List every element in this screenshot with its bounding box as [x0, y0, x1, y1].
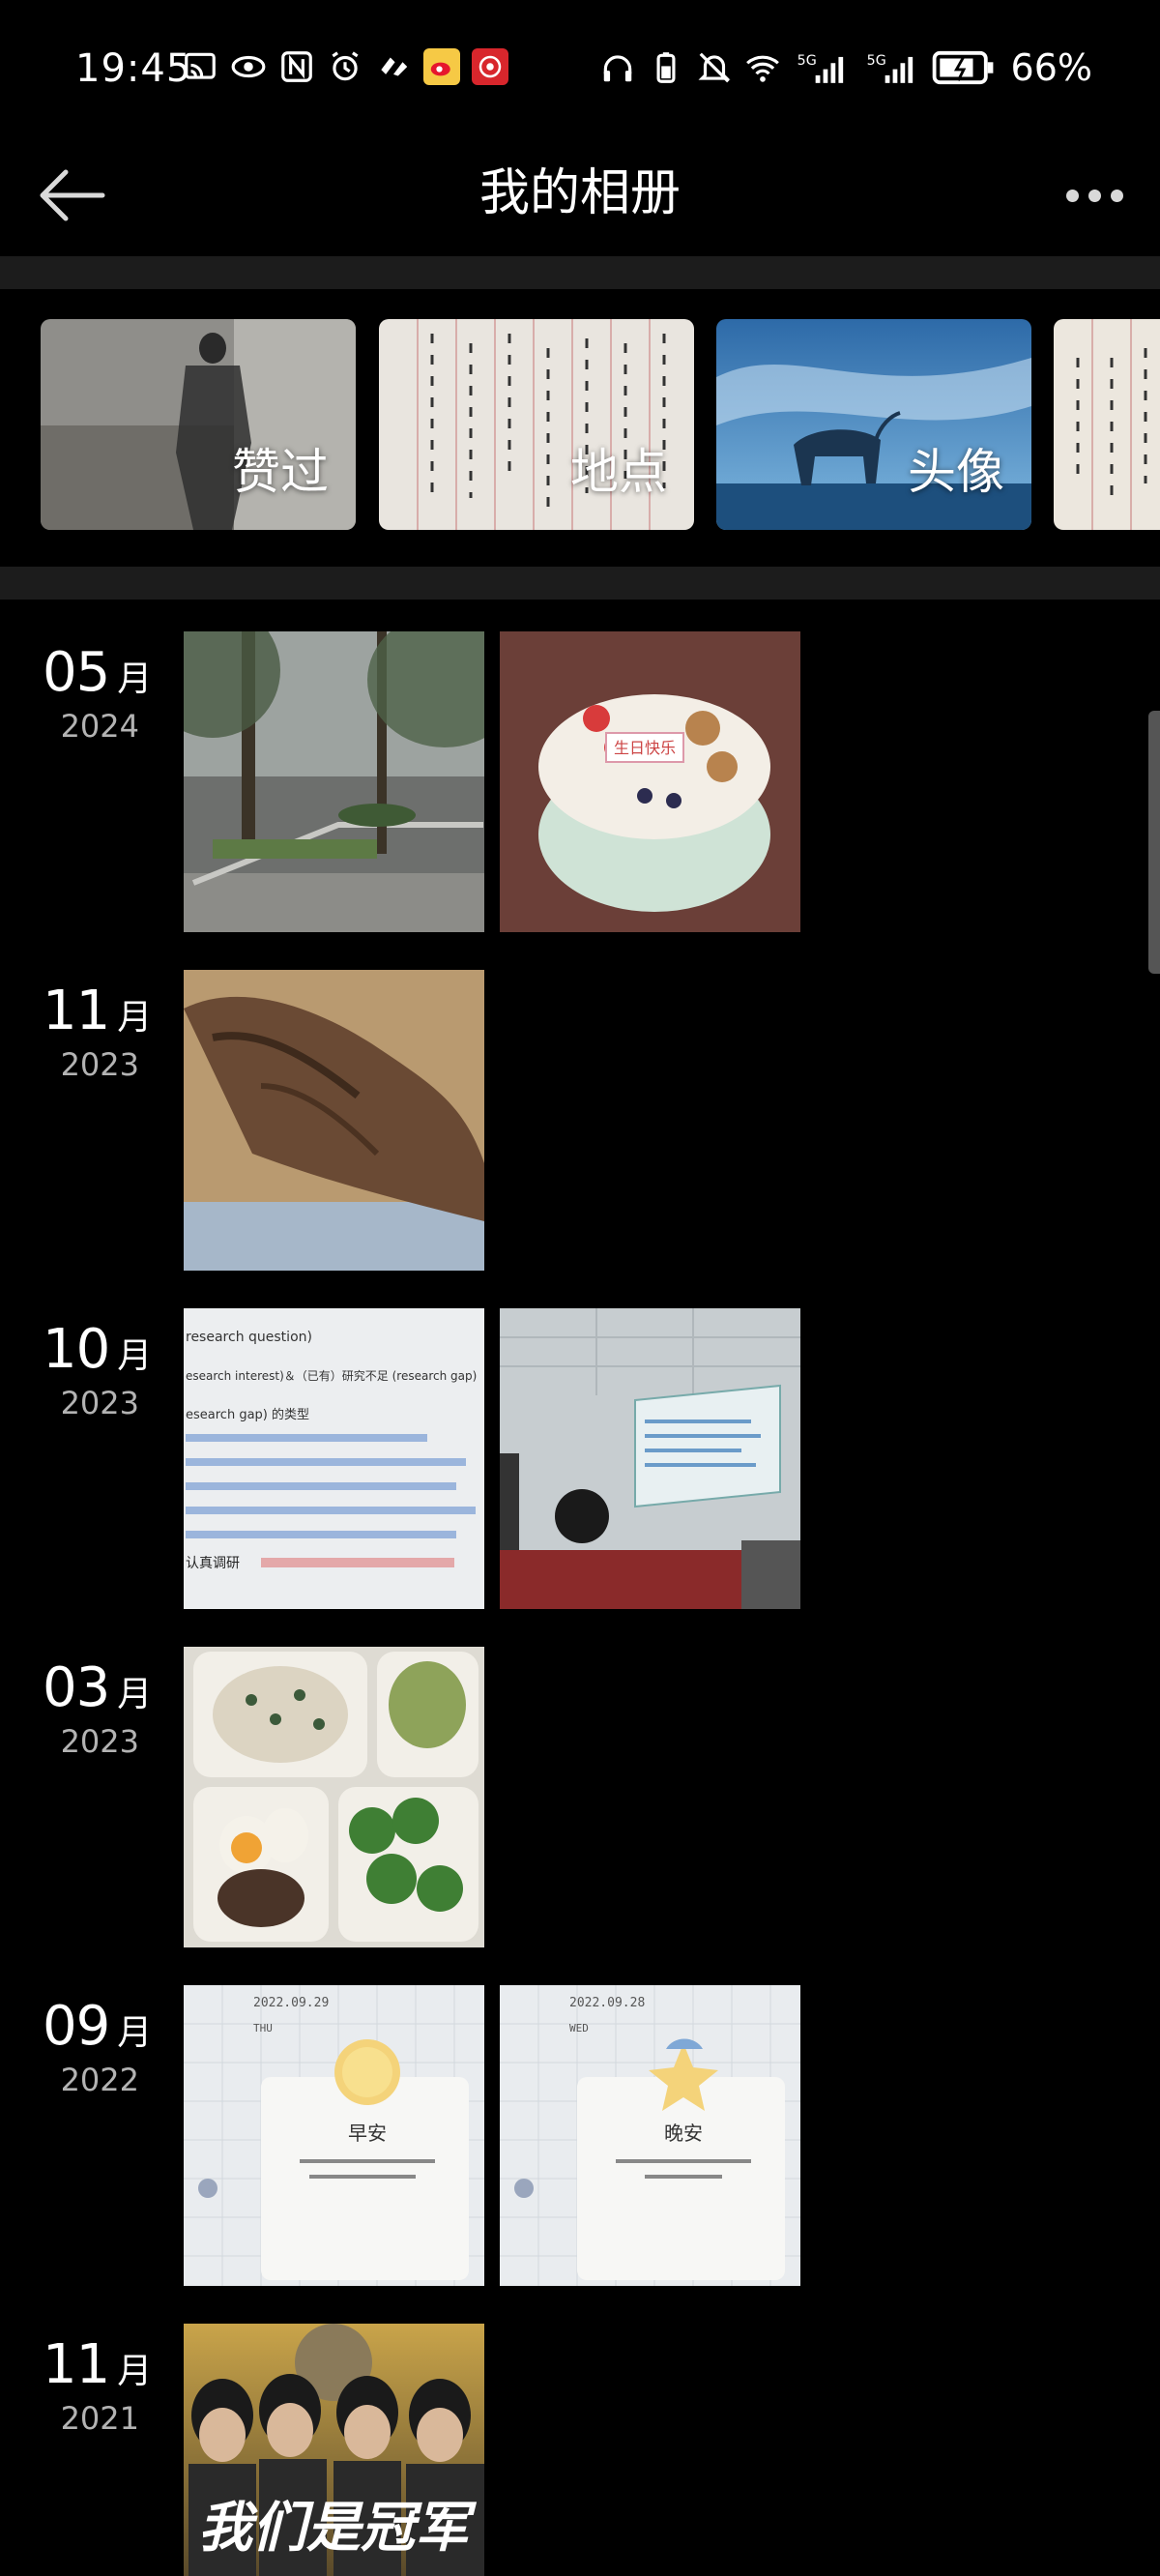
battery-percent: 66%	[1010, 46, 1092, 89]
status-system-icons: 5G 5G 66%	[599, 46, 1092, 89]
photo-thumbnail[interactable]: 2022.09.29 THU 早安	[184, 1985, 484, 2286]
more-cover-image	[1054, 319, 1160, 530]
page-title: 我的相册	[478, 164, 681, 222]
alarm-icon	[327, 48, 363, 85]
svg-text:2022.09.29: 2022.09.29	[253, 1996, 329, 2010]
weibo-app-icon	[423, 48, 460, 85]
svg-text:我们是冠军: 我们是冠军	[198, 2497, 478, 2560]
section-divider	[0, 567, 1160, 600]
svg-text:research question): research question)	[186, 1330, 312, 1345]
month-group: 05 月 2024 生日快乐	[0, 631, 1160, 932]
photo-thumbnail[interactable]	[184, 1647, 484, 1947]
arrow-left-icon	[40, 169, 105, 221]
status-notification-icons	[182, 48, 508, 85]
mute-bell-icon	[696, 49, 733, 86]
year-label: 2021	[60, 2400, 139, 2437]
photo-thumbnail[interactable]	[184, 631, 484, 932]
svg-text:THU: THU	[253, 2022, 273, 2034]
red-app-icon	[472, 48, 508, 85]
app-header: 我的相册	[0, 145, 1160, 256]
avatar-cover-image	[716, 319, 1031, 530]
photo-thumbnail[interactable]	[500, 1308, 800, 1609]
svg-text:WED: WED	[569, 2022, 589, 2034]
year-label: 2023	[60, 1385, 139, 1421]
scrollbar-handle[interactable]	[1148, 711, 1160, 974]
month-number: 05	[43, 641, 110, 704]
svg-text:2022.09.28: 2022.09.28	[569, 1996, 645, 2010]
category-avatar[interactable]: 头像	[716, 319, 1031, 530]
cast-icon	[182, 48, 218, 85]
month-number: 03	[43, 1656, 110, 1719]
back-button[interactable]	[33, 157, 110, 234]
category-more[interactable]	[1054, 319, 1160, 530]
category-label: 地点	[570, 444, 667, 500]
photo-thumbnail[interactable]: 我们是冠军	[184, 2324, 484, 2576]
month-unit: 月	[117, 2013, 153, 2053]
date-label: 09 月 2022	[43, 1995, 153, 2098]
svg-text:早安: 早安	[348, 2122, 387, 2145]
battery-small-icon	[648, 49, 684, 86]
date-label: 11 月 2021	[43, 2333, 153, 2437]
year-label: 2024	[60, 708, 139, 745]
month-unit: 月	[117, 1336, 153, 1376]
category-label: 头像	[908, 444, 1004, 500]
svg-text:esearch gap) 的类型: esearch gap) 的类型	[186, 1407, 309, 1422]
status-bar: 19:45 5G 5G 66%	[0, 0, 1160, 145]
year-label: 2023	[60, 1046, 139, 1083]
month-number: 10	[43, 1318, 110, 1381]
month-number: 11	[43, 980, 110, 1042]
svg-text:esearch interest)＆（已有）研究不足 (re: esearch interest)＆（已有）研究不足 (research gap…	[186, 1368, 477, 1383]
more-options-button[interactable]	[1056, 157, 1133, 234]
month-unit: 月	[117, 998, 153, 1038]
headphones-icon	[599, 49, 636, 86]
date-label: 10 月 2023	[43, 1318, 153, 1421]
app-notification-icon	[375, 48, 412, 85]
month-group: 11 月 2023	[0, 970, 1160, 1271]
photo-thumbnail[interactable]: research question) esearch interest)＆（已有…	[184, 1308, 484, 1609]
album-category-strip[interactable]: 赞过 地点 头像	[0, 319, 1160, 532]
date-label: 03 月 2023	[43, 1656, 153, 1760]
location-cover-image	[379, 319, 694, 530]
wifi-icon	[744, 49, 781, 86]
photo-thumbnail[interactable]	[184, 970, 484, 1271]
year-label: 2022	[60, 2062, 139, 2098]
svg-text:晚安: 晚安	[664, 2122, 703, 2145]
month-number: 09	[43, 1995, 110, 2058]
signal-5g-icon-2: 5G	[862, 49, 920, 86]
year-label: 2023	[60, 1723, 139, 1760]
month-group: 11 月 2021 我们是冠军	[0, 2324, 1160, 2576]
category-liked[interactable]: 赞过	[41, 319, 356, 530]
month-unit: 月	[117, 659, 153, 699]
more-horizontal-icon	[1065, 189, 1079, 202]
svg-text:认真调研: 认真调研	[186, 1556, 240, 1571]
photo-thumbnail[interactable]: 生日快乐	[500, 631, 800, 932]
category-location[interactable]: 地点	[379, 319, 694, 530]
month-unit: 月	[117, 1675, 153, 1714]
month-group: 10 月 2023 research question) esearch inte…	[0, 1308, 1160, 1609]
month-group: 03 月 2023	[0, 1647, 1160, 1947]
date-label: 11 月 2023	[43, 980, 153, 1083]
svg-text:5G: 5G	[866, 53, 885, 69]
month-group: 09 月 2022 2022.09.29 THU 早安 2022.09.28 WE…	[0, 1985, 1160, 2286]
month-number: 11	[43, 2333, 110, 2396]
category-label: 赞过	[232, 444, 329, 500]
nfc-icon	[278, 48, 315, 85]
status-time: 19:45	[75, 46, 192, 91]
svg-text:生日快乐: 生日快乐	[614, 739, 676, 757]
eye-icon	[230, 48, 267, 85]
section-divider	[0, 256, 1160, 289]
photo-thumbnail[interactable]: 2022.09.28 WED 晚安	[500, 1985, 800, 2286]
liked-cover-image	[41, 319, 356, 530]
svg-text:5G: 5G	[797, 53, 816, 69]
signal-5g-icon-1: 5G	[793, 49, 851, 86]
month-unit: 月	[117, 2352, 153, 2391]
battery-icon	[932, 49, 996, 86]
date-label: 05 月 2024	[43, 641, 153, 745]
